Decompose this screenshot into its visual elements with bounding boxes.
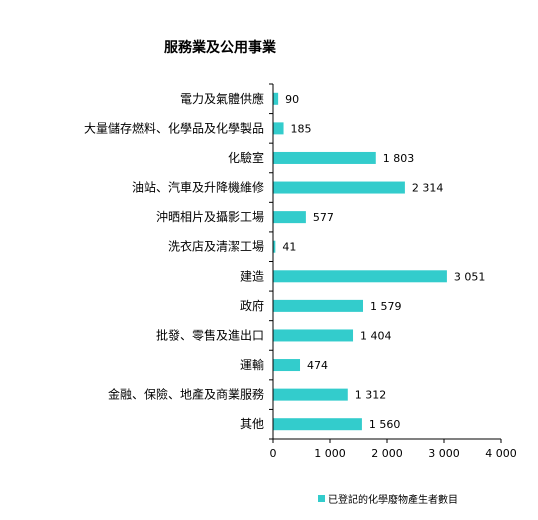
data-label: 90 xyxy=(285,93,299,106)
data-label: 41 xyxy=(282,241,296,254)
bar xyxy=(273,181,405,194)
bar xyxy=(273,122,284,135)
x-tick-label: 2 000 xyxy=(371,447,403,460)
legend-swatch xyxy=(318,495,325,502)
bar xyxy=(273,359,301,372)
chart-title: 服務業及公用事業 xyxy=(164,40,276,56)
data-label: 1 312 xyxy=(355,389,387,402)
bar xyxy=(273,270,447,283)
category-label: 其他 xyxy=(240,417,264,431)
data-label: 474 xyxy=(307,359,328,372)
category-label: 大量儲存燃料、化學品及化學製品 xyxy=(84,120,264,135)
data-label: 1 579 xyxy=(370,300,402,313)
data-label: 1 803 xyxy=(383,152,415,165)
x-tick-label: 3 000 xyxy=(428,447,460,460)
data-label: 1 404 xyxy=(360,329,392,342)
category-label: 洗衣店及清潔工場 xyxy=(168,239,264,254)
bar xyxy=(273,92,279,105)
bar xyxy=(273,329,354,342)
data-label: 185 xyxy=(291,122,312,135)
category-label: 沖晒相片及攝影工場 xyxy=(156,209,264,224)
data-label: 3 051 xyxy=(454,270,486,283)
category-label: 化驗室 xyxy=(228,150,264,165)
category-label: 政府 xyxy=(240,298,264,313)
category-label: 運輸 xyxy=(240,357,264,372)
bar xyxy=(273,211,306,224)
data-label: 2 314 xyxy=(412,182,444,195)
bar xyxy=(273,151,376,164)
legend: 已登記的化學廢物產生者數目 xyxy=(318,491,458,506)
bar xyxy=(273,299,364,312)
category-label: 金融、保險、地產及商業服務 xyxy=(108,387,264,402)
category-label: 電力及氣體供應 xyxy=(180,91,264,106)
data-label: 577 xyxy=(313,211,334,224)
bar xyxy=(273,240,276,253)
category-label: 批發、零售及進出口 xyxy=(156,327,264,342)
x-tick-label: 4 000 xyxy=(485,447,517,460)
legend-label: 已登記的化學廢物產生者數目 xyxy=(328,495,458,506)
category-label: 油站、汽車及升降機維修 xyxy=(132,180,264,195)
bar xyxy=(273,418,362,431)
x-tick-label: 1 000 xyxy=(314,447,346,460)
category-label: 建造 xyxy=(240,269,264,283)
data-label: 1 560 xyxy=(369,418,401,431)
x-tick-label: 0 xyxy=(270,447,277,460)
bar xyxy=(273,388,348,401)
